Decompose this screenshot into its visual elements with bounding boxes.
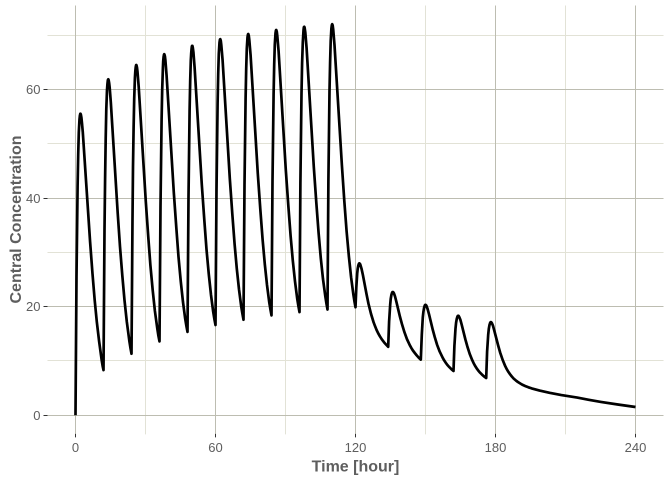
svg-text:120: 120 <box>345 440 367 455</box>
svg-text:60: 60 <box>26 82 40 97</box>
svg-text:20: 20 <box>26 299 40 314</box>
svg-text:240: 240 <box>625 440 647 455</box>
svg-text:180: 180 <box>485 440 507 455</box>
svg-text:40: 40 <box>26 191 40 206</box>
svg-text:Central Concentration: Central Concentration <box>8 135 25 303</box>
svg-text:60: 60 <box>208 440 222 455</box>
svg-text:0: 0 <box>33 408 40 423</box>
svg-text:Time [hour]: Time [hour] <box>312 459 400 476</box>
svg-text:0: 0 <box>72 440 79 455</box>
